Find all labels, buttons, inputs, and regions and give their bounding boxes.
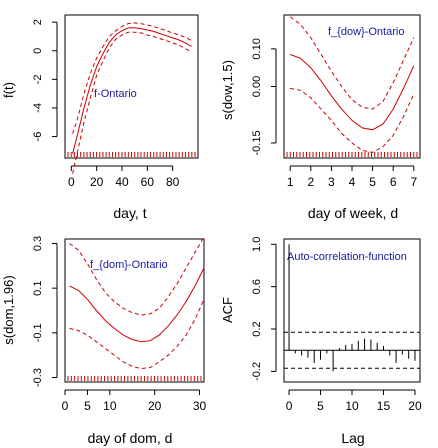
- series-lower-line: [69, 299, 205, 370]
- y-tick-label: 1.0: [251, 237, 263, 252]
- x-axis-label: Lag: [341, 430, 364, 446]
- y-tick-label: 0: [32, 48, 44, 54]
- x-axis-label: day, t: [113, 205, 146, 221]
- y-tick-label: 2: [32, 19, 44, 25]
- x-tick-label: 20: [408, 399, 422, 413]
- series-upper-line: [289, 16, 415, 110]
- x-axis-label: day of dom, d: [88, 430, 173, 446]
- y-tick-label: 0.00: [251, 76, 263, 97]
- panel-acf: -0.2 0.2 0.6 1.0 0 5 10 15 20 Lag ACF Auto-correlat…: [220, 237, 422, 446]
- panel-day-of-week: -0.15 0.00 0.10 1 2 3 4 5 6 7 day of week, d s(dow,…: [220, 14, 421, 221]
- x-tick-label: 15: [377, 399, 391, 413]
- y-axis-label: ACF: [220, 297, 235, 323]
- x-tick-label: 80: [166, 175, 180, 189]
- y-tick-label: -0.15: [251, 130, 263, 155]
- x-tick-label: 3: [328, 175, 335, 189]
- x-tick-label: 6: [390, 175, 397, 189]
- y-tick-label: 0.1: [32, 281, 44, 296]
- x-tick-label: 20: [90, 175, 104, 189]
- y-tick-label: -0.1: [32, 323, 44, 342]
- x-tick-label: 30: [193, 399, 207, 413]
- y-tick-label: 0.2: [251, 321, 263, 336]
- x-tick-label: 5: [317, 399, 324, 413]
- x-tick-label: 20: [148, 399, 162, 413]
- panel-day-of-month: -0.3 -0.1 0.1 0.3 0 5 10 20 30 day of dom, d s(dom…: [1, 236, 207, 446]
- x-tick-label: 0: [68, 175, 75, 189]
- plot-frame: [64, 14, 199, 159]
- series-upper-line: [72, 22, 192, 134]
- annotation-text: f_{dow}-Ontario: [328, 26, 404, 38]
- x-tick-label: 5: [369, 175, 376, 189]
- y-tick-label: -6: [32, 132, 44, 142]
- y-tick-label: -4: [32, 103, 44, 113]
- x-tick-label: 4: [349, 175, 356, 189]
- y-tick-label: 0.3: [32, 236, 44, 251]
- series-lower-line: [290, 87, 415, 153]
- y-axis-label: f(t): [1, 82, 16, 98]
- y-tick-label: -0.2: [251, 362, 263, 381]
- x-tick-label: 5: [84, 399, 91, 413]
- y-axis-label: s(dow,1.5): [220, 60, 235, 120]
- plot-frame: [283, 14, 421, 159]
- x-axis-label: day of week, d: [308, 205, 398, 221]
- y-tick-label: 0.10: [251, 38, 263, 59]
- series-estimate-line: [69, 267, 205, 343]
- x-tick-label: 10: [345, 399, 359, 413]
- x-tick-label: 7: [410, 175, 417, 189]
- annotation-text: f_{dom}-Ontario: [90, 259, 168, 271]
- plot-frame: [283, 238, 421, 383]
- x-tick-label: 0: [286, 399, 293, 413]
- series-upper-line: [69, 236, 205, 316]
- series-estimate-line: [290, 54, 415, 131]
- x-tick-label: 60: [141, 175, 155, 189]
- plot-frame: [64, 238, 205, 383]
- x-tick-label: 40: [115, 175, 129, 189]
- x-tick-label: 1: [287, 175, 294, 189]
- x-tick-label: 0: [62, 399, 69, 413]
- y-tick-label: -2: [32, 74, 44, 84]
- series-estimate-line: [72, 27, 192, 154]
- y-tick-label: -0.3: [32, 368, 44, 387]
- x-tick-label: 10: [103, 399, 117, 413]
- y-axis-label: s(dom,1.96): [1, 275, 16, 344]
- annotation-text: Auto-correlation-function: [287, 251, 407, 263]
- annotation-text: f-Ontario: [94, 88, 137, 100]
- x-tick-label: 2: [307, 175, 314, 189]
- y-tick-label: 0.6: [251, 279, 263, 294]
